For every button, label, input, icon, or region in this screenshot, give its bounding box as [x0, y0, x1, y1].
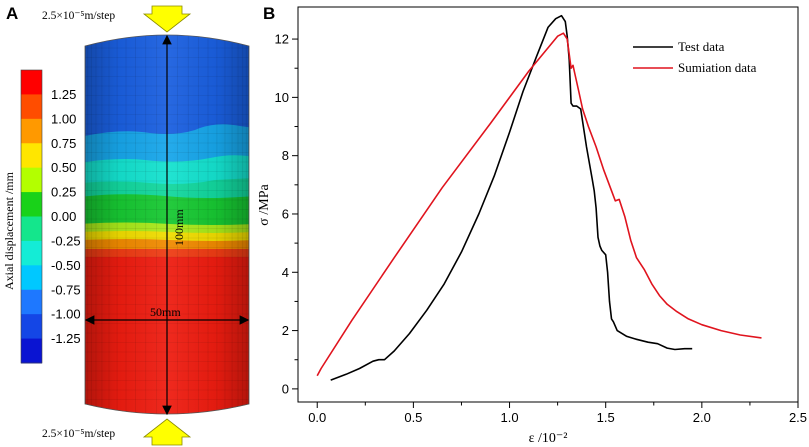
x-tick-label: 1.5	[597, 410, 615, 425]
x-axis-label: ε /10⁻²	[529, 431, 568, 446]
width-label: 50mm	[150, 305, 181, 319]
colorbar-tick-label: 0.00	[51, 209, 76, 224]
panel-a: A 2.5×10⁻⁵m/step 100mm 50mm 2.5×10⁻⁵m/s	[2, 4, 250, 446]
plot-frame	[297, 6, 799, 403]
y-tick-label: 0	[282, 381, 289, 396]
x-axis-ticks	[316, 402, 799, 408]
colorbar-tick-label: -1.00	[51, 307, 81, 322]
colorbar-segment	[21, 192, 42, 217]
colorbar-tick-labels: 1.25 1.00 0.75 0.50 0.25 0.00 -0.25 -0.5…	[51, 87, 81, 346]
colorbar-segment	[21, 216, 42, 242]
x-axis-tick-labels: 0.0 0.5 1.0 1.5 2.0 2.5	[308, 410, 807, 425]
x-tick-label: 0.5	[404, 410, 422, 425]
colorbar-segment	[21, 167, 42, 193]
colorbar-tick-label: -0.75	[51, 282, 81, 297]
colorbar-tick-label: 0.25	[51, 185, 76, 200]
series-line-test-data	[330, 14, 693, 381]
top-load-arrow-icon	[142, 5, 192, 33]
y-axis-label: σ /MPa	[257, 184, 272, 226]
colorbar-segment	[21, 240, 42, 266]
colorbar-tick-label: -1.25	[51, 331, 81, 346]
colorbar-segment	[21, 265, 42, 291]
colorbar-segment	[21, 314, 42, 340]
bottom-load-label: 2.5×10⁻⁵m/step	[42, 428, 115, 440]
y-axis-tick-labels: 0 2 4 6 8 10 12	[275, 32, 289, 397]
y-axis-ticks	[292, 38, 298, 390]
colorbar-segment	[21, 94, 42, 120]
panel-b-chart: B 0.0 0.5 1.0 1.5 2.0 2.5 0 2 4 6 8 10 1…	[257, 4, 807, 446]
colorbar-title: Axial displacement /mm	[2, 171, 16, 290]
x-tick-label: 2.0	[693, 410, 711, 425]
colorbar-frame	[20, 69, 43, 364]
y-tick-label: 8	[282, 148, 289, 163]
panel-b-letter: B	[263, 4, 275, 23]
colorbar-tick-label: 1.00	[51, 111, 76, 126]
y-tick-label: 4	[282, 265, 289, 280]
series-line-sumiation-data	[316, 32, 762, 377]
x-tick-label: 1.0	[500, 410, 518, 425]
colorbar	[21, 70, 42, 364]
legend-label-sumiation-data: Sumiation data	[678, 60, 757, 75]
height-label: 100mm	[172, 209, 186, 246]
top-load-label: 2.5×10⁻⁵m/step	[42, 10, 115, 22]
y-tick-label: 2	[282, 323, 289, 338]
cylinder-outline	[84, 34, 250, 415]
panel-a-letter: A	[6, 4, 18, 23]
y-tick-label: 6	[282, 206, 289, 221]
colorbar-segment	[21, 289, 42, 315]
x-tick-label: 0.0	[308, 410, 326, 425]
bottom-load-arrow-icon	[142, 418, 192, 446]
legend: Test data Sumiation data	[633, 39, 757, 75]
colorbar-tick-label: -0.50	[51, 258, 81, 273]
colorbar-segment	[21, 338, 42, 364]
y-tick-label: 12	[275, 32, 289, 47]
colorbar-segment	[21, 118, 42, 144]
colorbar-segment	[21, 143, 42, 169]
colorbar-segment	[21, 70, 42, 95]
colorbar-tick-label: 0.75	[51, 136, 76, 151]
colorbar-tick-label: 1.25	[51, 87, 76, 102]
colorbar-tick-label: -0.25	[51, 233, 81, 248]
y-tick-label: 10	[275, 90, 289, 105]
colorbar-tick-label: 0.50	[51, 160, 76, 175]
legend-label-test-data: Test data	[678, 39, 725, 54]
x-tick-label: 2.5	[789, 410, 807, 425]
